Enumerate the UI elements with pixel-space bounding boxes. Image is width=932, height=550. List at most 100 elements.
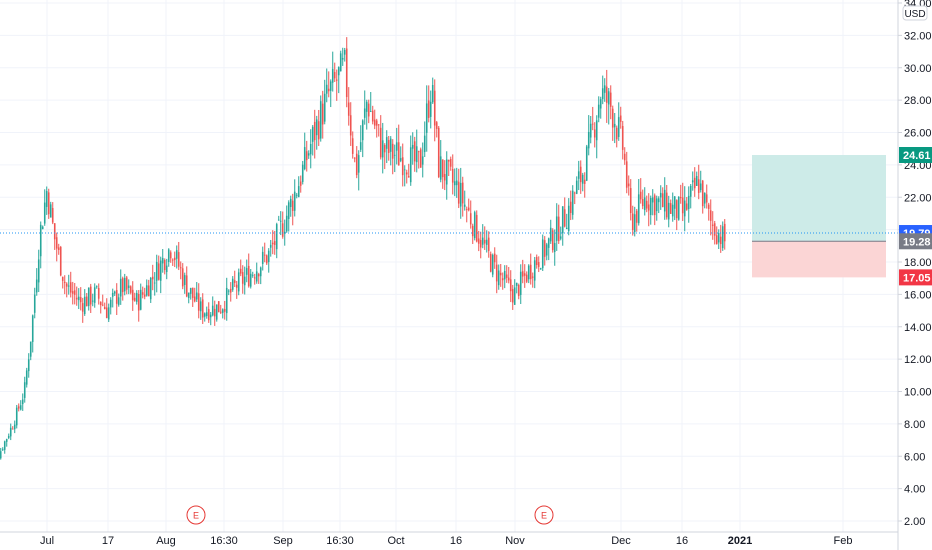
candle-body (61, 276, 64, 281)
candle-body (179, 267, 182, 269)
candle-body (551, 230, 554, 251)
candle-body (389, 138, 392, 152)
candle-body (393, 154, 396, 156)
time-axis[interactable]: Jul 17 Aug 16:30 Sep 16:30 Oct 16 Nov Dec 16 2021 Fe… (40, 535, 853, 547)
candle-body (29, 341, 32, 357)
candle-body (65, 283, 68, 287)
candle-body (487, 237, 490, 251)
candle-body (637, 194, 640, 224)
candle-body (229, 288, 232, 293)
position-tool[interactable] (752, 155, 886, 278)
candle-body (413, 141, 416, 162)
candle-body (421, 156, 424, 165)
candle-body (409, 147, 412, 183)
candle-body (701, 180, 704, 207)
candle-body (535, 257, 538, 265)
price-axis[interactable]: 2.00 4.00 6.00 8.00 10.00 12.00 14.00 16.00 18.0… (898, 0, 932, 528)
candle-body (217, 301, 220, 313)
candle-body (671, 204, 674, 217)
candle-body (377, 124, 380, 126)
candle-body (587, 131, 590, 149)
currency-badge[interactable]: USD (902, 5, 928, 21)
earnings-marker[interactable]: E (534, 505, 554, 525)
candle-body (19, 405, 22, 410)
candle-body (109, 299, 112, 308)
candle-body (397, 142, 400, 166)
candle-body (89, 286, 92, 305)
candle-body (299, 181, 302, 186)
candle-body (517, 284, 520, 297)
candle-body (513, 287, 516, 305)
candle-body (663, 189, 666, 212)
candle-body (631, 213, 634, 230)
candle-body (181, 268, 184, 287)
candle-body (203, 313, 206, 317)
candle-body (309, 143, 312, 155)
candle-body (507, 277, 510, 281)
candle-body (405, 172, 408, 175)
candle-body (489, 253, 492, 272)
candle-body (107, 307, 110, 320)
candle-body (351, 138, 354, 154)
candle-body (239, 268, 242, 274)
candle-body (669, 203, 672, 214)
candle-body (25, 370, 28, 385)
candle-body (473, 212, 476, 239)
candle-body (439, 156, 442, 180)
candle-body (501, 278, 504, 281)
y-tick-label: 10.00 (904, 387, 932, 399)
candle-body (655, 198, 658, 212)
profit-zone[interactable] (752, 155, 886, 242)
loss-zone[interactable] (752, 241, 886, 278)
candle-body (597, 104, 600, 118)
candle-body (673, 196, 676, 209)
candle-body (99, 301, 102, 306)
y-tick-label: 28.00 (904, 95, 932, 107)
candle-body (381, 140, 384, 158)
candle-body (679, 197, 682, 199)
candle-body (543, 240, 546, 257)
candle-body (187, 292, 190, 298)
candle-body (141, 292, 144, 295)
candle-body (719, 236, 722, 245)
candle-body (633, 214, 636, 233)
candle-body (91, 300, 94, 302)
y-tick-label: 16.00 (904, 289, 932, 301)
price-tag-stop: 17.05 (899, 269, 932, 286)
y-tick-label: 8.00 (904, 419, 925, 431)
candle-body (285, 215, 288, 232)
candle-body (567, 205, 570, 232)
candle-body (331, 68, 334, 83)
candle-body (429, 101, 432, 117)
candle-body (367, 103, 370, 117)
candle-body (427, 100, 430, 118)
candle-body (323, 93, 326, 122)
candle-body (325, 84, 328, 94)
candle-body (565, 227, 568, 230)
candle-body (639, 191, 642, 200)
candle-body (683, 200, 686, 217)
candle-body (493, 253, 496, 263)
candle-body (665, 192, 668, 218)
grid-layer (0, 0, 898, 532)
candle-body (463, 204, 466, 207)
candle-body (653, 195, 656, 216)
candle-body (675, 200, 678, 219)
price-tag-target-label: 24.61 (903, 150, 931, 162)
earnings-marker[interactable]: E (186, 505, 206, 525)
candle-body (13, 424, 16, 430)
candle-body (301, 164, 304, 182)
y-tick-label: 22.00 (904, 192, 932, 204)
candle-body (221, 309, 224, 313)
candle-body (707, 204, 710, 209)
candle-body (163, 260, 166, 271)
candle-body (291, 200, 294, 211)
candle-body (85, 296, 88, 307)
candle-body (241, 272, 244, 284)
y-tick-label: 26.00 (904, 128, 932, 140)
candle-body (267, 250, 270, 263)
candle-body (321, 103, 324, 125)
candle-body (261, 251, 264, 264)
